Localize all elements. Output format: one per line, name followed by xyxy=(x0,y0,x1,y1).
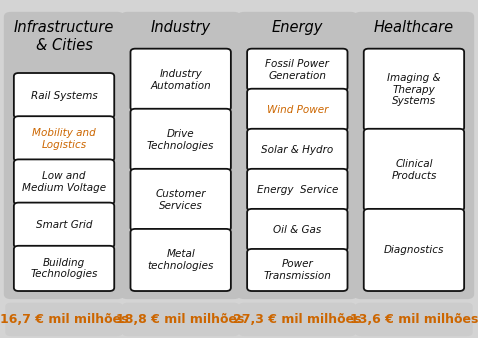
FancyBboxPatch shape xyxy=(247,249,348,291)
FancyBboxPatch shape xyxy=(364,209,464,291)
Text: Low and
Medium Voltage: Low and Medium Voltage xyxy=(22,171,106,193)
Text: 13,6 € mil milhões: 13,6 € mil milhões xyxy=(350,313,478,326)
Text: Power
Transmission: Power Transmission xyxy=(263,259,331,281)
Text: Clinical
Products: Clinical Products xyxy=(391,159,436,180)
FancyBboxPatch shape xyxy=(247,169,348,211)
FancyBboxPatch shape xyxy=(120,12,241,299)
Text: Building
Technologies: Building Technologies xyxy=(31,258,98,279)
FancyBboxPatch shape xyxy=(364,49,464,131)
FancyBboxPatch shape xyxy=(237,12,358,299)
Text: Mobility and
Logistics: Mobility and Logistics xyxy=(32,128,96,150)
Text: Industry
Automation: Industry Automation xyxy=(150,69,211,91)
FancyBboxPatch shape xyxy=(14,160,114,204)
FancyBboxPatch shape xyxy=(130,49,231,111)
FancyBboxPatch shape xyxy=(130,109,231,171)
Text: Rail Systems: Rail Systems xyxy=(31,91,98,101)
FancyBboxPatch shape xyxy=(4,12,124,299)
Text: Energy  Service: Energy Service xyxy=(257,185,338,195)
Text: Healthcare: Healthcare xyxy=(374,20,454,35)
FancyBboxPatch shape xyxy=(239,303,356,336)
FancyBboxPatch shape xyxy=(122,303,239,336)
Text: 27,3 € mil milhões: 27,3 € mil milhões xyxy=(233,313,361,326)
FancyBboxPatch shape xyxy=(14,246,114,291)
Text: Oil & Gas: Oil & Gas xyxy=(273,225,321,235)
FancyBboxPatch shape xyxy=(5,303,123,336)
Text: Smart Grid: Smart Grid xyxy=(36,220,92,230)
Text: Metal
technologies: Metal technologies xyxy=(148,249,214,271)
Text: Customer
Services: Customer Services xyxy=(155,189,206,211)
Text: Drive
Technologies: Drive Technologies xyxy=(147,129,214,151)
Text: Diagnostics: Diagnostics xyxy=(384,245,444,255)
FancyBboxPatch shape xyxy=(364,129,464,211)
Text: Fossil Power
Generation: Fossil Power Generation xyxy=(265,59,329,80)
FancyBboxPatch shape xyxy=(354,12,474,299)
FancyBboxPatch shape xyxy=(130,169,231,231)
Text: Imaging &
Therapy
Systems: Imaging & Therapy Systems xyxy=(387,73,441,106)
FancyBboxPatch shape xyxy=(14,202,114,248)
Text: Energy: Energy xyxy=(272,20,323,35)
Text: Solar & Hydro: Solar & Hydro xyxy=(261,145,334,155)
FancyBboxPatch shape xyxy=(14,116,114,162)
FancyBboxPatch shape xyxy=(130,229,231,291)
Text: 18,8 € mil milhões: 18,8 € mil milhões xyxy=(117,313,245,326)
Text: Industry: Industry xyxy=(151,20,211,35)
FancyBboxPatch shape xyxy=(355,303,473,336)
Text: Wind Power: Wind Power xyxy=(267,105,328,115)
FancyBboxPatch shape xyxy=(247,49,348,91)
FancyBboxPatch shape xyxy=(247,209,348,251)
FancyBboxPatch shape xyxy=(14,73,114,118)
Text: 16,7 € mil milhões: 16,7 € mil milhões xyxy=(0,313,128,326)
FancyBboxPatch shape xyxy=(247,89,348,131)
Text: Infrastructure
& Cities: Infrastructure & Cities xyxy=(14,20,114,53)
FancyBboxPatch shape xyxy=(247,129,348,171)
